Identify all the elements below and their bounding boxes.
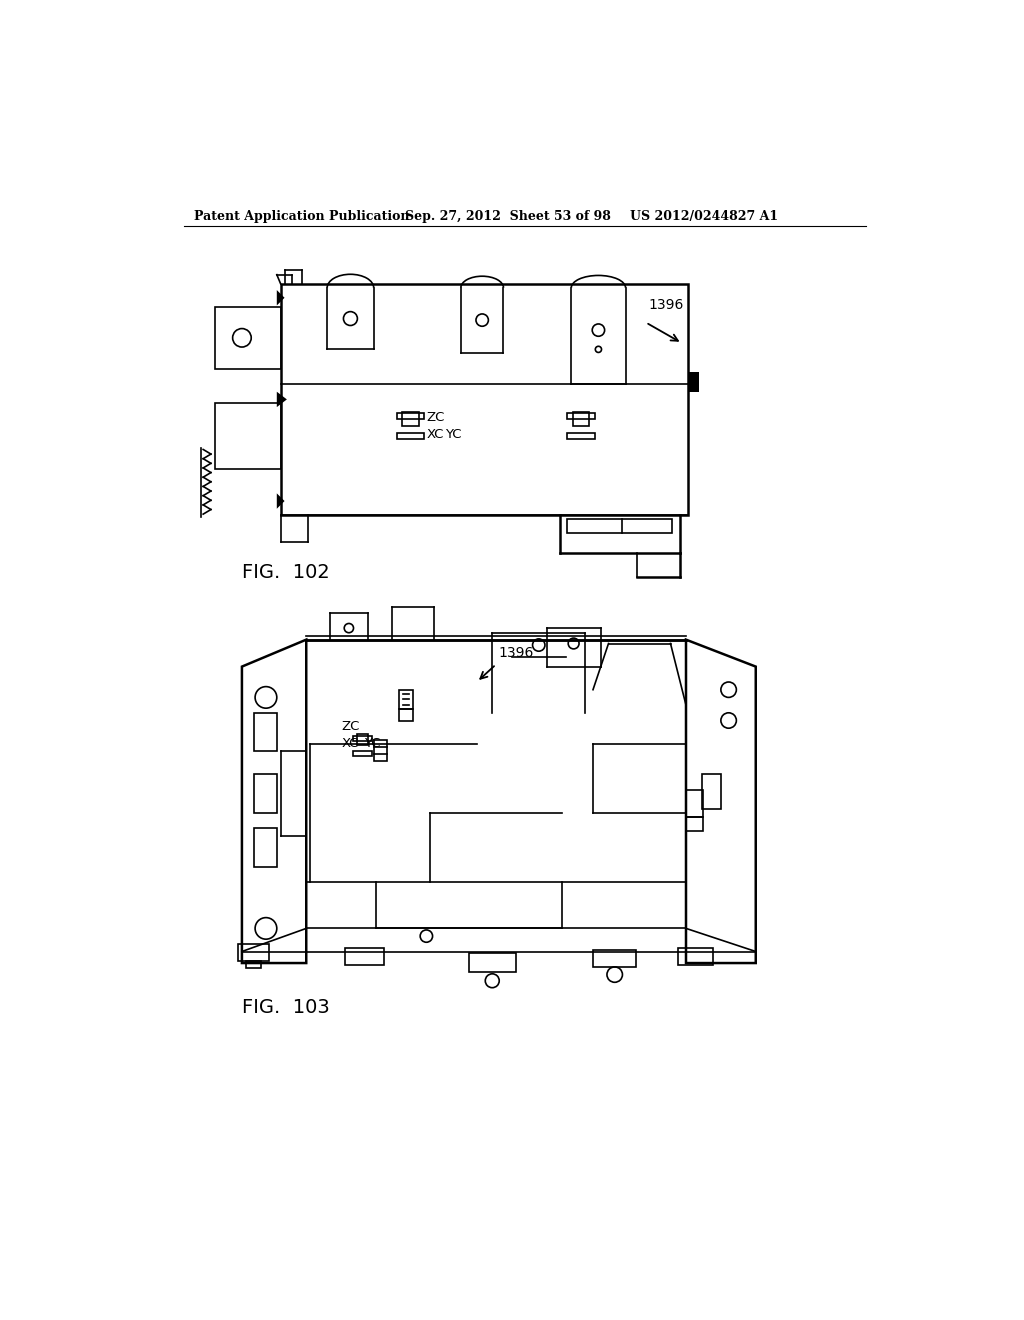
Text: 1396: 1396 (499, 645, 534, 660)
Bar (397, 413, 424, 420)
Text: Sep. 27, 2012  Sheet 53 of 98: Sep. 27, 2012 Sheet 53 of 98 (406, 210, 611, 223)
Text: ZC: ZC (341, 719, 359, 733)
Text: XC: XC (426, 428, 443, 441)
Text: US 2012/0244827 A1: US 2012/0244827 A1 (630, 210, 778, 223)
Text: FIG.  103: FIG. 103 (242, 998, 330, 1018)
Bar (572, 412, 589, 425)
Polygon shape (276, 392, 287, 407)
Text: ZC: ZC (426, 411, 444, 424)
Text: Patent Application Publication: Patent Application Publication (194, 210, 410, 223)
Text: YC: YC (445, 428, 462, 441)
Bar (402, 412, 419, 425)
Bar (397, 433, 424, 440)
Bar (352, 737, 372, 741)
Polygon shape (276, 290, 285, 305)
Bar (567, 413, 595, 420)
Text: YC: YC (365, 737, 381, 750)
Text: 1396: 1396 (649, 297, 684, 312)
Polygon shape (688, 372, 699, 392)
Text: FIG.  102: FIG. 102 (242, 564, 330, 582)
Bar (356, 734, 369, 744)
Bar (352, 751, 372, 756)
Bar (567, 433, 595, 440)
Polygon shape (276, 494, 285, 508)
Text: XC: XC (341, 737, 358, 750)
